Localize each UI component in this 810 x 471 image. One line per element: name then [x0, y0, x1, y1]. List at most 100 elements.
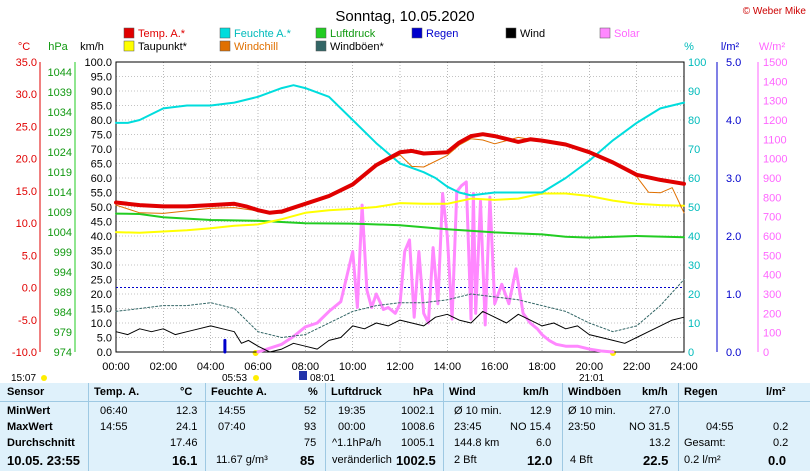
- legend-label: Solar: [614, 28, 640, 40]
- rain-total-label: Gesamt:: [684, 437, 726, 449]
- kmh-tick-label: 15.0: [91, 304, 112, 316]
- series-tempa-line: [114, 132, 686, 215]
- solar-tick-label: 1100: [763, 134, 787, 146]
- celsius-tick-label: 35.0: [16, 57, 37, 69]
- gusts-avg10-label: Ø 10 min.: [568, 405, 616, 417]
- kmh-tick-label: 0.0: [97, 347, 112, 359]
- solar-tick-label: 300: [763, 289, 781, 301]
- rain-max: 0.2: [773, 421, 789, 433]
- wind-max-time: 23:45: [454, 421, 482, 433]
- humidity-absolute: 11.67 g/m³: [216, 454, 268, 466]
- hpa-tick-label: 1014: [48, 187, 72, 199]
- pressure-now: 1002.5: [396, 453, 436, 468]
- humidity-min: 52: [304, 405, 317, 417]
- legend-label: Temp. A.*: [138, 28, 186, 40]
- percent-tick-label: 40: [688, 231, 700, 243]
- gusts-max-time: 23:50: [568, 421, 596, 433]
- celsius-tick-label: 20.0: [16, 154, 37, 166]
- chart-title: Sonntag, 10.05.2020: [335, 8, 474, 25]
- kmh-tick-label: 75.0: [91, 130, 112, 142]
- solar-tick-label: 600: [763, 231, 781, 243]
- humidity-max-time: 07:40: [218, 421, 246, 433]
- x-tick-label: 10:00: [339, 361, 367, 373]
- legend-swatch: [123, 40, 135, 52]
- hpa-tick-label: 1024: [48, 147, 72, 159]
- hpa-tick-label: 1034: [48, 107, 72, 119]
- x-tick-label: 16:00: [481, 361, 509, 373]
- wind-avg10: 12.9: [530, 405, 552, 417]
- kmh-tick-label: 60.0: [91, 173, 112, 185]
- gusts-avg10: 27.0: [649, 405, 671, 417]
- rain-tick-label: 2.0: [726, 231, 741, 243]
- humidity-max: 93: [304, 421, 317, 433]
- pressure-min: 1002.1: [401, 405, 435, 417]
- temp-max-time: 14:55: [100, 421, 128, 433]
- series-taupunkt-line: [115, 192, 685, 234]
- stats-header-gusts: Windböen: [568, 386, 622, 398]
- percent-tick-label: 20: [688, 289, 700, 301]
- stats-header-humidity: Feuchte A.: [211, 386, 267, 398]
- hpa-tick-label: 1004: [48, 227, 72, 239]
- hpa-tick-label: 1019: [48, 167, 72, 179]
- kmh-tick-label: 50.0: [91, 202, 112, 214]
- pressure-forecast: veränderlich: [332, 454, 392, 466]
- solar-tick-label: 800: [763, 192, 781, 204]
- kmh-tick-label: 90.0: [91, 86, 112, 98]
- sun-icon: [41, 375, 47, 381]
- x-tick-label: 02:00: [150, 361, 178, 373]
- pressure-trend: ^1.1hPa/h: [332, 437, 382, 449]
- solar-tick-label: 500: [763, 250, 781, 262]
- sunrise-time: 05:53: [222, 373, 247, 383]
- kmh-tick-label: 35.0: [91, 246, 112, 258]
- solar-unit: W/m²: [759, 41, 786, 53]
- series-solar-line: [256, 180, 615, 354]
- solar-tick-label: 400: [763, 270, 781, 282]
- humidity-min-time: 14:55: [218, 405, 246, 417]
- wind-max: NO 15.4: [510, 421, 551, 433]
- solar-tick-label: 1400: [763, 76, 787, 88]
- x-tick-label: 06:00: [244, 361, 272, 373]
- percent-tick-label: 50: [688, 202, 700, 214]
- sun-icon: [253, 375, 259, 381]
- chart-series: [114, 84, 686, 354]
- solar-tick-label: 700: [763, 212, 781, 224]
- series-wind-line: [115, 310, 685, 353]
- gusts-bft: 4 Bft: [570, 454, 593, 466]
- hpa-tick-label: 1029: [48, 127, 72, 139]
- percent-tick-label: 70: [688, 144, 700, 156]
- stats-header-temp-unit: °C: [180, 386, 193, 398]
- legend-swatch: [219, 27, 231, 39]
- legend-label: Windböen*: [330, 41, 385, 53]
- hpa-tick-label: 979: [54, 327, 72, 339]
- percent-unit: %: [684, 41, 694, 53]
- kmh-tick-label: 45.0: [91, 217, 112, 229]
- wind-now: 12.0: [527, 453, 553, 468]
- hpa-tick-label: 974: [54, 347, 72, 359]
- temp-max: 24.1: [176, 421, 198, 433]
- rain-tick-label: 0.0: [726, 347, 741, 359]
- x-tick-label: 14:00: [434, 361, 462, 373]
- celsius-tick-label: -5.0: [18, 315, 37, 327]
- legend-label: Taupunkt*: [138, 41, 188, 53]
- solar-tick-label: 1500: [763, 57, 787, 69]
- moon-time: 08:01: [310, 373, 335, 383]
- legend-label: Feuchte A.*: [234, 28, 292, 40]
- kmh-tick-label: 70.0: [91, 144, 112, 156]
- solar-tick-label: 1200: [763, 115, 787, 127]
- kmh-tick-label: 40.0: [91, 231, 112, 243]
- solar-tick-label: 200: [763, 308, 781, 320]
- legend-swatch: [219, 40, 231, 52]
- kmh-tick-label: 20.0: [91, 289, 112, 301]
- stats-header-pressure: Luftdruck: [331, 386, 382, 398]
- time-mark-left: 15:07: [11, 373, 36, 383]
- celsius-tick-label: 0.0: [22, 283, 37, 295]
- copyright-label: © Weber Mike: [743, 6, 807, 17]
- stats-header-rain-unit: l/m²: [766, 386, 786, 398]
- hpa-unit: hPa: [48, 41, 68, 53]
- hpa-tick-label: 1039: [48, 87, 72, 99]
- percent-tick-label: 100: [688, 57, 706, 69]
- series-windben-line: [115, 279, 685, 338]
- sunset-time: 21:01: [579, 373, 604, 383]
- stats-row-min: MinWert: [7, 405, 51, 417]
- stats-header-humidity-unit: %: [308, 386, 318, 398]
